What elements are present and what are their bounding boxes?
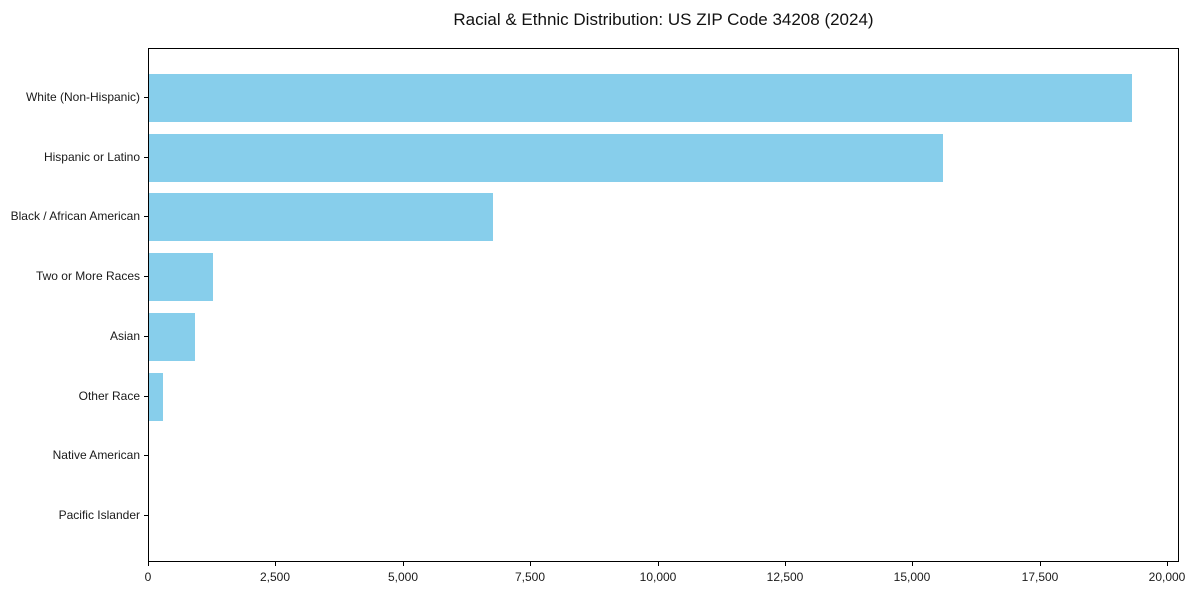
y-tick-mark: [144, 157, 148, 158]
y-tick-label: Pacific Islander: [58, 508, 140, 522]
bar-two-or-more-races: [149, 253, 213, 301]
x-tick-mark: [530, 562, 531, 566]
y-tick-mark: [144, 515, 148, 516]
x-tick-label: 0: [144, 570, 152, 584]
bar-white-non-hispanic: [149, 74, 1132, 122]
x-tick-label: 20,000: [1148, 570, 1186, 584]
y-tick-mark: [144, 396, 148, 397]
x-tick-label: 2,500: [259, 570, 291, 584]
plot-area: [148, 48, 1179, 562]
x-tick-label: 17,500: [1021, 570, 1059, 584]
x-tick-mark: [403, 562, 404, 566]
y-tick-label: Black / African American: [10, 209, 140, 223]
y-tick-label: Other Race: [78, 389, 140, 403]
x-tick-mark: [785, 562, 786, 566]
chart-title: Racial & Ethnic Distribution: US ZIP Cod…: [453, 10, 874, 29]
y-tick-mark: [144, 276, 148, 277]
bar-black-african-american: [149, 193, 493, 241]
bar-other-race: [149, 373, 163, 421]
y-tick-label: Two or More Races: [35, 269, 140, 283]
y-tick-label: Native American: [52, 448, 140, 462]
y-tick-label: Hispanic or Latino: [43, 150, 140, 164]
y-tick-mark: [144, 336, 148, 337]
x-tick-label: 7,500: [514, 570, 546, 584]
x-tick-mark: [658, 562, 659, 566]
x-tick-label: 10,000: [639, 570, 677, 584]
x-tick-label: 12,500: [766, 570, 804, 584]
y-tick-label: White (Non-Hispanic): [25, 90, 140, 104]
x-tick-mark: [1167, 562, 1168, 566]
x-tick-mark: [275, 562, 276, 566]
y-tick-mark: [144, 216, 148, 217]
bar-asian: [149, 313, 195, 361]
x-tick-mark: [148, 562, 149, 566]
x-tick-mark: [1040, 562, 1041, 566]
x-tick-label: 15,000: [893, 570, 931, 584]
y-tick-mark: [144, 455, 148, 456]
bar-hispanic-or-latino: [149, 134, 943, 182]
x-tick-label: 5,000: [387, 570, 419, 584]
y-tick-label: Asian: [109, 329, 140, 343]
x-tick-mark: [912, 562, 913, 566]
y-tick-mark: [144, 97, 148, 98]
